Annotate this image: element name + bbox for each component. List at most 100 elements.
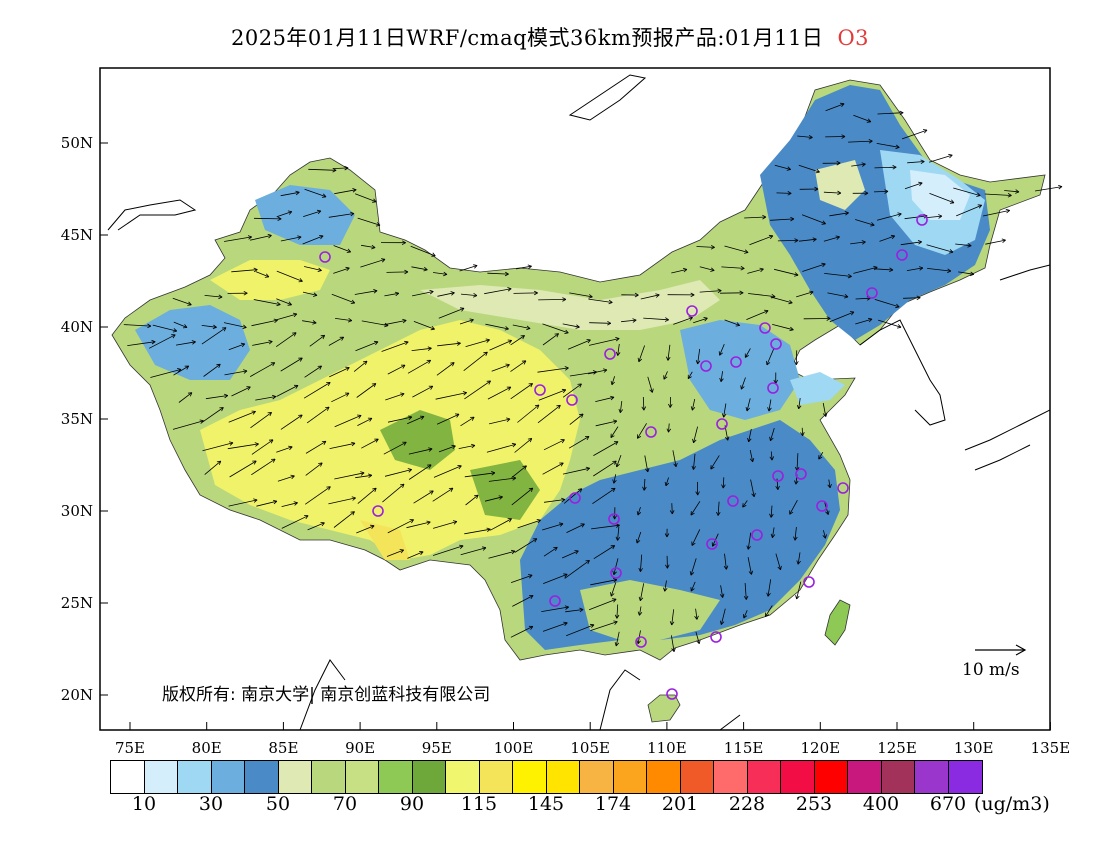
wind-arrow-head [769, 513, 772, 518]
wind-arrow-head [589, 294, 593, 298]
wind-arrow-head [693, 439, 697, 444]
wind-arrow [672, 450, 677, 467]
wind-arrow-head [692, 438, 694, 443]
wind-arrow-head [717, 290, 722, 294]
wind-arrow-head [613, 420, 618, 424]
wind-arrow-head [373, 383, 377, 388]
wind-arrow-head [504, 328, 509, 331]
wind-arrow-head [471, 417, 475, 421]
wind-arrow-head [749, 458, 754, 463]
wind-arrow-head [299, 357, 303, 362]
wind-arrow-head [794, 536, 798, 541]
wind-arrow-head [796, 404, 800, 409]
wind-arrow [542, 323, 569, 334]
wind-arrow-head [613, 571, 617, 575]
wind-arrow-head [499, 496, 503, 500]
wind-arrow-head [395, 292, 400, 297]
wind-arrow-head [591, 624, 595, 629]
wind-arrow [201, 325, 217, 328]
wind-arrow [772, 324, 794, 331]
wind-arrow-head [287, 304, 292, 306]
wind-arrow-head [528, 574, 533, 576]
wind-arrow [901, 129, 928, 140]
wind-arrow-head [924, 129, 928, 134]
wind-arrow [514, 438, 533, 453]
wind-arrow-head [643, 406, 647, 411]
wind-arrow-head [317, 270, 322, 272]
wind-arrow-head [637, 357, 640, 362]
plateau-dark-green-patch-2 [470, 460, 540, 520]
wind-arrow [304, 188, 327, 198]
city-marker [608, 513, 620, 525]
wind-arrow-head [274, 319, 278, 324]
wind-arrow-head [506, 417, 511, 420]
wind-arrow-head [790, 218, 795, 222]
wind-arrow-head [947, 268, 952, 272]
wind-arrow-head [287, 210, 292, 212]
wind-arrow-head [362, 360, 368, 363]
wind-arrow-head [346, 267, 350, 272]
legend-label: 670 [929, 793, 967, 815]
wind-arrow [328, 497, 356, 505]
wind-arrow-head [683, 269, 688, 273]
wind-arrow-head [216, 460, 221, 463]
wind-arrow-head [949, 249, 954, 253]
city-marker [716, 418, 728, 430]
wind-arrow [589, 322, 611, 324]
wind-arrow [328, 213, 355, 218]
wind-arrow-head [666, 533, 670, 538]
wind-arrow [385, 393, 405, 401]
wind-arrow-head [615, 642, 620, 647]
wind-arrow-head [498, 495, 503, 498]
wind-arrow-head [482, 547, 487, 551]
wind-arrow [543, 439, 565, 451]
wind-arrow-head [616, 463, 620, 468]
wind-arrow-head [558, 405, 561, 410]
wind-arrow [303, 382, 331, 399]
wind-arrow-head [319, 235, 324, 237]
city-marker [635, 636, 647, 648]
wind-arrow [985, 239, 1006, 245]
wind-arrow [381, 341, 409, 352]
wind-arrow-head [528, 265, 532, 270]
wind-arrow-head [844, 211, 849, 214]
wind-arrow-head [1015, 189, 1020, 193]
wind-arrow-head [743, 615, 748, 619]
wind-arrow [437, 342, 461, 347]
wind-arrow [204, 460, 222, 475]
wind-arrow [796, 581, 802, 600]
legend-swatch [178, 761, 212, 793]
wind-arrow [464, 380, 491, 400]
wind-arrow-head [375, 224, 381, 227]
wind-arrow-head [511, 442, 516, 445]
wind-arrow-head [523, 360, 527, 365]
wind-arrow [383, 441, 407, 455]
wind-arrow-head [703, 317, 708, 319]
wind-reference-label: 10 m/s [962, 660, 1020, 680]
wind-arrow [251, 319, 278, 327]
wind-arrow-head [586, 467, 590, 472]
wind-arrow [850, 241, 866, 245]
wind-arrow-head [775, 486, 779, 490]
wind-arrow-head [253, 269, 258, 273]
city-marker [767, 382, 779, 394]
wind-arrow [690, 558, 697, 576]
legend-label: 174 [594, 793, 632, 815]
wind-arrow-head [295, 190, 300, 193]
wind-arrow-head [949, 251, 954, 254]
wind-arrow-head [564, 332, 569, 334]
wind-arrow [354, 193, 377, 203]
wind-arrow [304, 486, 331, 505]
wind-arrow [487, 272, 509, 275]
legend-label: 253 [795, 793, 833, 815]
wind-arrow-head [826, 316, 831, 319]
wind-arrow-head [922, 129, 928, 131]
legend-swatch [747, 761, 781, 793]
south-china-pale-green [580, 580, 720, 640]
wind-arrow-head [242, 327, 247, 329]
wind-arrow [305, 440, 327, 454]
wind-arrow-head [710, 244, 715, 248]
wind-arrow-head [664, 533, 668, 538]
wind-arrow-head [151, 339, 156, 343]
wind-arrow [827, 292, 849, 298]
